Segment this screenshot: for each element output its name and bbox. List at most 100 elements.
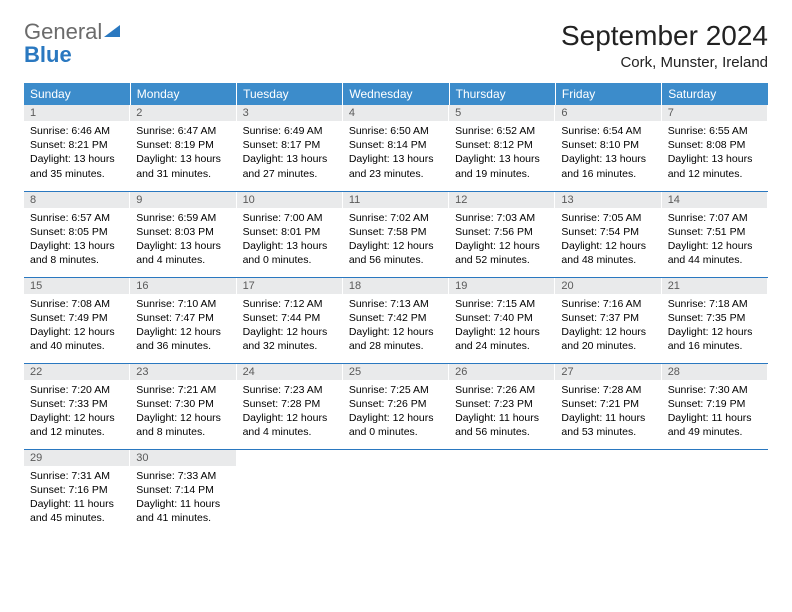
logo-text: General Blue [24,20,122,66]
day-number: 10 [237,192,343,208]
day-body: Sunrise: 7:08 AMSunset: 7:49 PMDaylight:… [24,294,130,359]
day-body: Sunrise: 7:28 AMSunset: 7:21 PMDaylight:… [555,380,661,445]
calendar-cell: 18Sunrise: 7:13 AMSunset: 7:42 PMDayligh… [343,277,449,363]
day-number: 15 [24,278,130,294]
day-body: Sunrise: 7:16 AMSunset: 7:37 PMDaylight:… [555,294,661,359]
day-number: 17 [237,278,343,294]
calendar-cell-empty: . [237,449,343,535]
day-number: 12 [449,192,555,208]
calendar-cell: 26Sunrise: 7:26 AMSunset: 7:23 PMDayligh… [449,363,555,449]
day-body: Sunrise: 7:12 AMSunset: 7:44 PMDaylight:… [237,294,343,359]
location: Cork, Munster, Ireland [561,54,768,71]
day-body: Sunrise: 7:15 AMSunset: 7:40 PMDaylight:… [449,294,555,359]
day-number: 19 [449,278,555,294]
weekday-header: Wednesday [343,83,449,105]
calendar-cell: 13Sunrise: 7:05 AMSunset: 7:54 PMDayligh… [555,191,661,277]
weekday-header-row: Sunday Monday Tuesday Wednesday Thursday… [24,83,768,105]
weekday-header: Saturday [662,83,768,105]
day-body: Sunrise: 7:00 AMSunset: 8:01 PMDaylight:… [237,208,343,273]
day-body: Sunrise: 7:05 AMSunset: 7:54 PMDaylight:… [555,208,661,273]
calendar-cell: 8Sunrise: 6:57 AMSunset: 8:05 PMDaylight… [24,191,130,277]
day-body: Sunrise: 6:57 AMSunset: 8:05 PMDaylight:… [24,208,130,273]
calendar-cell-empty: . [343,449,449,535]
calendar-cell: 2Sunrise: 6:47 AMSunset: 8:19 PMDaylight… [130,105,236,191]
calendar-cell: 27Sunrise: 7:28 AMSunset: 7:21 PMDayligh… [555,363,661,449]
day-number: 22 [24,364,130,380]
calendar-cell: 29Sunrise: 7:31 AMSunset: 7:16 PMDayligh… [24,449,130,535]
title-block: September 2024 Cork, Munster, Ireland [561,20,768,71]
calendar-cell: 4Sunrise: 6:50 AMSunset: 8:14 PMDaylight… [343,105,449,191]
day-body: Sunrise: 7:03 AMSunset: 7:56 PMDaylight:… [449,208,555,273]
day-number: 28 [662,364,768,380]
calendar-cell: 7Sunrise: 6:55 AMSunset: 8:08 PMDaylight… [662,105,768,191]
month-title: September 2024 [561,20,768,52]
calendar-row: 8Sunrise: 6:57 AMSunset: 8:05 PMDaylight… [24,191,768,277]
calendar-cell: 28Sunrise: 7:30 AMSunset: 7:19 PMDayligh… [662,363,768,449]
day-body: Sunrise: 7:13 AMSunset: 7:42 PMDaylight:… [343,294,449,359]
day-body: Sunrise: 7:23 AMSunset: 7:28 PMDaylight:… [237,380,343,445]
calendar-cell-empty: . [662,449,768,535]
weekday-header: Thursday [449,83,555,105]
calendar-cell: 30Sunrise: 7:33 AMSunset: 7:14 PMDayligh… [130,449,236,535]
day-body: Sunrise: 6:49 AMSunset: 8:17 PMDaylight:… [237,121,343,186]
calendar-cell: 1Sunrise: 6:46 AMSunset: 8:21 PMDaylight… [24,105,130,191]
day-number: 16 [130,278,236,294]
day-number: 27 [555,364,661,380]
day-body: Sunrise: 7:31 AMSunset: 7:16 PMDaylight:… [24,466,130,531]
weekday-header: Sunday [24,83,130,105]
day-body: Sunrise: 7:18 AMSunset: 7:35 PMDaylight:… [662,294,768,359]
day-number: 6 [555,105,661,121]
logo-word-general: General [24,19,102,44]
calendar-cell: 16Sunrise: 7:10 AMSunset: 7:47 PMDayligh… [130,277,236,363]
calendar-row: 15Sunrise: 7:08 AMSunset: 7:49 PMDayligh… [24,277,768,363]
day-body: Sunrise: 6:46 AMSunset: 8:21 PMDaylight:… [24,121,130,186]
calendar-row: 22Sunrise: 7:20 AMSunset: 7:33 PMDayligh… [24,363,768,449]
day-body: Sunrise: 7:30 AMSunset: 7:19 PMDaylight:… [662,380,768,445]
calendar-table: Sunday Monday Tuesday Wednesday Thursday… [24,83,768,535]
day-number: 21 [662,278,768,294]
calendar-cell: 6Sunrise: 6:54 AMSunset: 8:10 PMDaylight… [555,105,661,191]
calendar-cell: 11Sunrise: 7:02 AMSunset: 7:58 PMDayligh… [343,191,449,277]
day-number: 11 [343,192,449,208]
day-number: 23 [130,364,236,380]
day-body: Sunrise: 6:50 AMSunset: 8:14 PMDaylight:… [343,121,449,186]
day-number: 9 [130,192,236,208]
day-body: Sunrise: 7:02 AMSunset: 7:58 PMDaylight:… [343,208,449,273]
day-number: 30 [130,450,236,466]
day-body: Sunrise: 6:54 AMSunset: 8:10 PMDaylight:… [555,121,661,186]
day-number: 7 [662,105,768,121]
day-number: 5 [449,105,555,121]
calendar-cell: 19Sunrise: 7:15 AMSunset: 7:40 PMDayligh… [449,277,555,363]
calendar-cell: 3Sunrise: 6:49 AMSunset: 8:17 PMDaylight… [237,105,343,191]
day-body: Sunrise: 6:59 AMSunset: 8:03 PMDaylight:… [130,208,236,273]
day-body: Sunrise: 6:47 AMSunset: 8:19 PMDaylight:… [130,121,236,186]
calendar-cell: 17Sunrise: 7:12 AMSunset: 7:44 PMDayligh… [237,277,343,363]
calendar-cell: 14Sunrise: 7:07 AMSunset: 7:51 PMDayligh… [662,191,768,277]
calendar-cell-empty: . [555,449,661,535]
day-number: 3 [237,105,343,121]
calendar-cell: 24Sunrise: 7:23 AMSunset: 7:28 PMDayligh… [237,363,343,449]
day-body: Sunrise: 7:26 AMSunset: 7:23 PMDaylight:… [449,380,555,445]
day-number: 18 [343,278,449,294]
day-body: Sunrise: 7:07 AMSunset: 7:51 PMDaylight:… [662,208,768,273]
day-number: 8 [24,192,130,208]
day-body: Sunrise: 7:33 AMSunset: 7:14 PMDaylight:… [130,466,236,531]
calendar-cell: 12Sunrise: 7:03 AMSunset: 7:56 PMDayligh… [449,191,555,277]
day-body: Sunrise: 6:55 AMSunset: 8:08 PMDaylight:… [662,121,768,186]
calendar-cell: 20Sunrise: 7:16 AMSunset: 7:37 PMDayligh… [555,277,661,363]
calendar-row: 1Sunrise: 6:46 AMSunset: 8:21 PMDaylight… [24,105,768,191]
day-number: 29 [24,450,130,466]
calendar-cell: 23Sunrise: 7:21 AMSunset: 7:30 PMDayligh… [130,363,236,449]
calendar-cell: 5Sunrise: 6:52 AMSunset: 8:12 PMDaylight… [449,105,555,191]
calendar-cell-empty: . [449,449,555,535]
weekday-header: Monday [130,83,236,105]
weekday-header: Friday [555,83,661,105]
header: General Blue September 2024 Cork, Munste… [24,20,768,71]
day-body: Sunrise: 7:20 AMSunset: 7:33 PMDaylight:… [24,380,130,445]
calendar-cell: 25Sunrise: 7:25 AMSunset: 7:26 PMDayligh… [343,363,449,449]
calendar-cell: 15Sunrise: 7:08 AMSunset: 7:49 PMDayligh… [24,277,130,363]
day-number: 1 [24,105,130,121]
day-number: 14 [662,192,768,208]
logo-word-blue: Blue [24,42,72,67]
calendar-cell: 21Sunrise: 7:18 AMSunset: 7:35 PMDayligh… [662,277,768,363]
